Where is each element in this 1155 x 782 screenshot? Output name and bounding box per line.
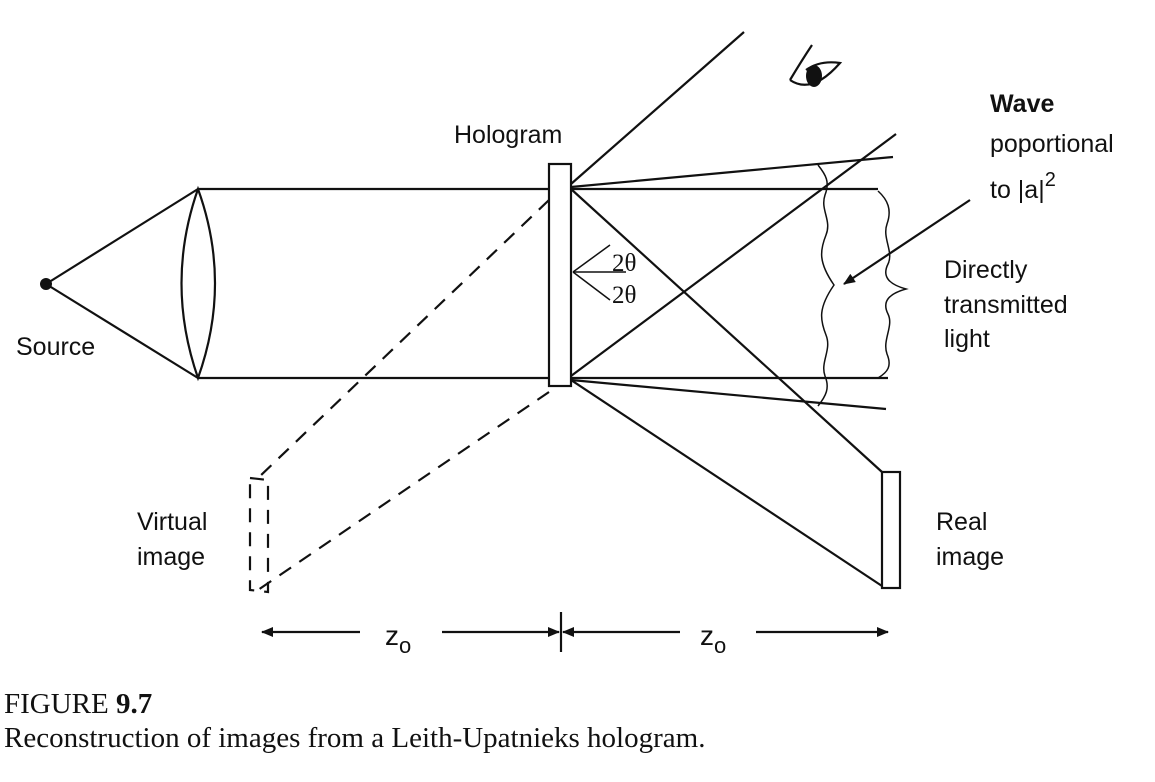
figure-number: 9.7 — [115, 688, 153, 720]
virtual-image — [248, 476, 270, 594]
direct-light-label-line3: light — [944, 325, 990, 353]
eye-ray-a — [570, 31, 745, 185]
z-right-label: zo — [700, 620, 726, 658]
real-image — [880, 470, 902, 590]
real-ray-lower — [570, 379, 883, 587]
direct-light-label-line2: transmitted — [944, 291, 1068, 319]
angle-line-lower — [572, 271, 611, 301]
wave-label-line1: Wave — [990, 90, 1054, 118]
real-image-label-line2: image — [936, 543, 1004, 571]
eye-ray-b — [570, 133, 897, 377]
source-ray-lower — [45, 283, 199, 379]
angle-line-upper — [572, 244, 611, 273]
wave-brace — [817, 164, 835, 407]
figure-label: FIGURE 9.7 — [4, 688, 152, 721]
virtual-ray-lower — [257, 391, 550, 591]
hologram-plate — [547, 162, 573, 388]
wave-label-line2: poportional — [990, 130, 1114, 158]
source-ray-upper — [45, 188, 199, 285]
eye-icon — [789, 44, 843, 87]
collimating-lens — [180, 185, 217, 382]
halo-ray-upper — [570, 155, 894, 189]
virtual-image-label-line1: Virtual — [137, 508, 207, 536]
z-left-label: zo — [385, 620, 411, 658]
real-image-label-line1: Real — [936, 508, 987, 536]
angle-lower-label: 2θ — [612, 282, 636, 309]
direct-light-label-line1: Directly — [944, 256, 1028, 284]
source-label: Source — [16, 333, 95, 361]
real-ray-upper — [570, 188, 883, 473]
figure-caption: Reconstruction of images from a Leith-Up… — [4, 722, 706, 754]
direct-light-brace — [877, 190, 909, 379]
angle-upper-label: 2θ — [612, 250, 636, 277]
wave-pointer-arrow — [843, 199, 971, 285]
wave-label-line3: to |a|2 — [990, 169, 1056, 204]
halo-ray-lower — [570, 378, 887, 411]
figure-prefix: FIGURE — [4, 688, 116, 720]
hologram-label: Hologram — [454, 121, 562, 149]
virtual-image-label-line2: image — [137, 543, 205, 571]
virtual-ray-upper — [257, 199, 550, 479]
